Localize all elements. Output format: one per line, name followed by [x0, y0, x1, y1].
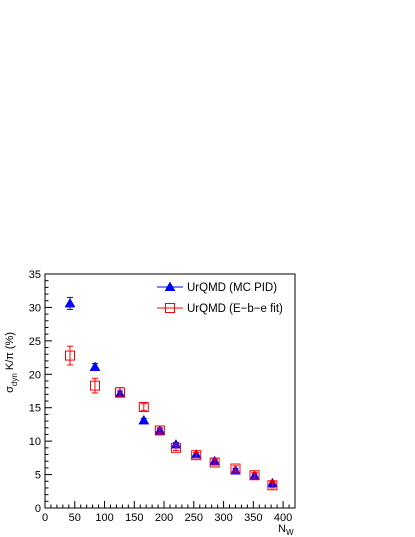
legend-entry-2: UrQMD (E−b−e fit) [157, 303, 283, 315]
data-point [90, 380, 100, 391]
data-point [138, 402, 149, 413]
x-tick-label: 250 [185, 512, 203, 524]
x-tick-label: 200 [155, 512, 173, 524]
data-point [230, 463, 241, 474]
data-point [89, 361, 101, 371]
y-axis-title-subscript: dyn [10, 373, 19, 386]
data-point [191, 450, 202, 461]
legend-entry-1: UrQMD (MC PID) [157, 281, 277, 294]
data-point [209, 457, 220, 468]
x-tick-label: 100 [95, 512, 113, 524]
x-axis-title-subscript: W [286, 528, 294, 537]
y-axis-title-sigma: σ [4, 386, 16, 393]
y-tick-label: 15 [29, 403, 41, 415]
data-point [115, 387, 125, 398]
x-tick-label: 350 [244, 512, 262, 524]
x-tick-label: 50 [69, 512, 81, 524]
data-point [154, 425, 165, 436]
data-point [267, 480, 278, 491]
y-tick-label: 35 [29, 269, 41, 281]
y-tick-label: 25 [29, 336, 41, 348]
x-axis-title: NW [278, 523, 294, 537]
y-axis-title-rest: K/π (%) [4, 332, 16, 373]
data-point [65, 350, 75, 361]
data-point [249, 470, 260, 481]
data-point [138, 414, 150, 425]
y-tick-label: 30 [29, 302, 41, 314]
x-tick-label: 0 [42, 512, 48, 524]
legend-label: UrQMD (MC PID) [187, 282, 277, 294]
y-axis-title: σdyn K/π (%) [4, 332, 19, 393]
y-tick-label: 0 [35, 503, 41, 515]
x-tick-label: 300 [214, 512, 232, 524]
legend-marker [165, 303, 175, 313]
y-tick-label: 10 [29, 436, 41, 448]
data-point [170, 442, 181, 453]
x-axis-title-main: N [278, 523, 286, 535]
series-2 [65, 345, 278, 491]
legend-marker [164, 281, 176, 291]
y-tick-label: 20 [29, 369, 41, 381]
x-tick-label: 150 [125, 512, 143, 524]
legend-label: UrQMD (E−b−e fit) [187, 303, 283, 315]
x-tick-label: 400 [274, 512, 292, 524]
data-point [64, 297, 76, 308]
y-tick-label: 5 [35, 470, 41, 482]
